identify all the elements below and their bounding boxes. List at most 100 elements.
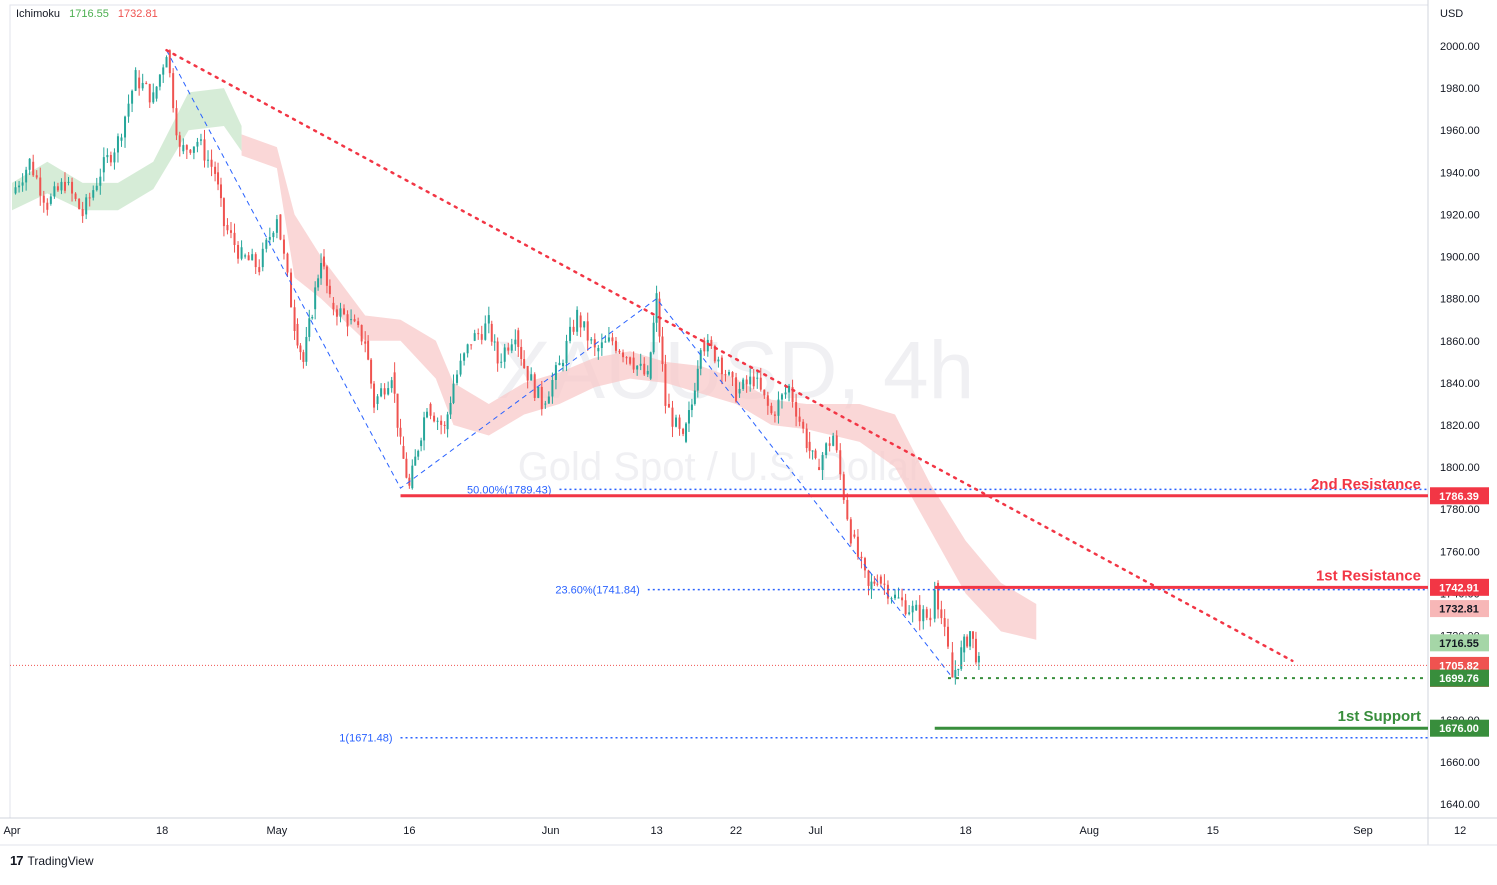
candle: [226, 218, 229, 235]
tradingview-logo-icon: 17: [10, 853, 24, 868]
y-tick-label: 1820.00: [1440, 420, 1480, 432]
candle-body: [293, 307, 296, 331]
candle: [873, 576, 876, 587]
y-tick-label: 1980.00: [1440, 83, 1480, 95]
candle-body: [547, 396, 550, 404]
y-tick-label: 1900.00: [1440, 252, 1480, 264]
x-tick-label: 18: [960, 825, 972, 837]
candle-body: [832, 435, 835, 446]
candle-body: [399, 427, 402, 437]
candle: [311, 314, 314, 320]
candle: [42, 190, 45, 213]
candle-body: [960, 647, 963, 669]
candle-body: [28, 158, 31, 170]
candle: [46, 198, 49, 216]
candle: [251, 248, 254, 261]
candle: [918, 595, 921, 631]
candle: [696, 360, 699, 398]
candle-body: [308, 318, 311, 337]
candle-body: [922, 609, 925, 622]
candle-body: [731, 372, 734, 378]
candle: [32, 154, 35, 177]
candle-body: [311, 317, 314, 319]
candle-body: [165, 57, 168, 68]
candle-body: [141, 82, 144, 89]
candle-body: [632, 357, 635, 370]
candle-body: [53, 186, 56, 197]
candle-body: [846, 499, 849, 520]
candle-body: [971, 631, 974, 639]
candle-body: [565, 340, 568, 363]
candle: [639, 353, 642, 371]
candle: [35, 170, 38, 180]
candle: [360, 324, 363, 346]
candle-body: [192, 146, 195, 153]
candle-body: [756, 377, 759, 379]
candle: [493, 334, 496, 351]
candle: [233, 223, 236, 253]
candle-body: [788, 385, 791, 393]
candle-body: [199, 139, 202, 141]
candle-body: [436, 420, 439, 422]
candle: [597, 344, 600, 360]
candle-body: [842, 474, 845, 500]
candle: [148, 83, 151, 109]
candle-body: [530, 374, 533, 381]
candle-body: [49, 196, 52, 204]
candle: [828, 436, 831, 452]
candle-body: [777, 399, 780, 416]
candle: [178, 131, 181, 157]
y-tick-label: 1660.00: [1440, 757, 1480, 769]
candle: [49, 193, 52, 206]
candle-body: [625, 357, 628, 359]
candle: [618, 349, 621, 354]
candle-body: [569, 326, 572, 341]
candle: [275, 214, 278, 239]
candle-body: [503, 347, 506, 362]
candle-body: [873, 581, 876, 584]
candle-body: [370, 359, 373, 384]
candle: [530, 367, 533, 381]
fib-level-label: 23.60%(1741.84): [555, 585, 639, 597]
x-tick-label: Jul: [808, 825, 822, 837]
candle-body: [229, 230, 232, 233]
candle-body: [590, 339, 593, 341]
candle-body: [290, 272, 293, 308]
candle: [244, 253, 247, 259]
candle-body: [933, 589, 936, 619]
candle-body: [639, 363, 642, 366]
candle: [901, 588, 904, 607]
candle: [343, 304, 346, 316]
candle-body: [226, 224, 229, 231]
candle: [317, 274, 320, 291]
candle-body: [109, 155, 112, 163]
x-tick-label: 22: [730, 825, 742, 837]
candle-body: [849, 519, 852, 544]
candle-body: [480, 334, 483, 340]
candle: [629, 356, 632, 366]
fib-extension-pattern: [166, 49, 953, 678]
candle-body: [463, 353, 466, 361]
tradingview-logo[interactable]: 17 TradingView: [10, 853, 94, 868]
candle-body: [145, 82, 148, 84]
candle-body: [127, 103, 130, 117]
candle-body: [339, 308, 342, 317]
candle: [911, 600, 914, 623]
candle-body: [890, 598, 893, 600]
candle-body: [414, 456, 417, 466]
candle: [60, 178, 63, 195]
candle-body: [32, 161, 35, 176]
candle: [954, 660, 957, 685]
candle-body: [74, 193, 77, 199]
candle: [113, 148, 116, 170]
candle-body: [915, 604, 918, 611]
candle: [240, 240, 243, 261]
candle-body: [510, 344, 513, 351]
candle-body: [102, 157, 105, 173]
candle-body: [798, 416, 801, 422]
candle-body: [925, 609, 928, 618]
candle-body: [106, 155, 109, 158]
candle: [335, 305, 338, 326]
